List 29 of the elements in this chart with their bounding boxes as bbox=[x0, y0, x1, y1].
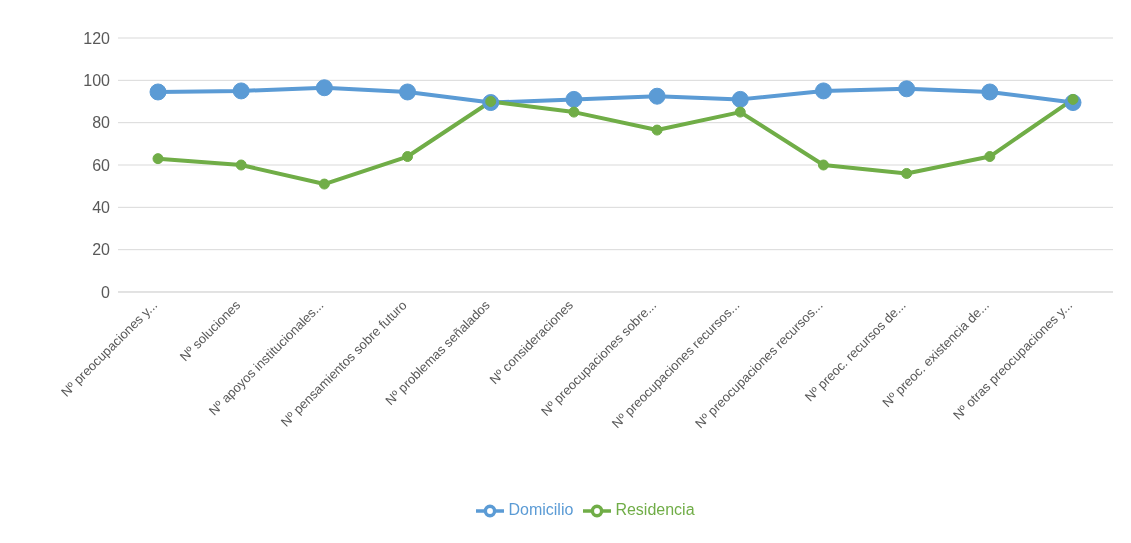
point bbox=[402, 151, 414, 163]
point bbox=[568, 106, 580, 118]
point bbox=[152, 153, 164, 165]
point bbox=[731, 90, 749, 108]
y-tick-label: 0 bbox=[101, 283, 111, 301]
point bbox=[901, 167, 913, 179]
y-tick-label: 80 bbox=[92, 114, 111, 132]
y-tick-label: 60 bbox=[92, 156, 111, 174]
y-tick-label: 40 bbox=[92, 199, 111, 217]
point bbox=[648, 87, 666, 105]
legend-label: Domicilio bbox=[508, 501, 574, 519]
point bbox=[984, 151, 996, 163]
y-tick-label: 120 bbox=[83, 29, 111, 47]
point bbox=[232, 82, 250, 100]
point bbox=[565, 90, 583, 108]
point bbox=[318, 178, 330, 190]
y-tick-label: 100 bbox=[83, 72, 111, 90]
y-tick-label: 20 bbox=[92, 241, 111, 259]
legend-label: Residencia bbox=[615, 501, 695, 519]
point bbox=[149, 83, 167, 101]
point bbox=[399, 83, 417, 101]
point bbox=[734, 106, 746, 118]
point bbox=[981, 83, 999, 101]
point bbox=[898, 80, 916, 98]
point bbox=[235, 159, 247, 171]
point bbox=[651, 124, 663, 136]
point bbox=[814, 82, 832, 100]
point bbox=[315, 79, 333, 97]
point bbox=[817, 159, 829, 171]
